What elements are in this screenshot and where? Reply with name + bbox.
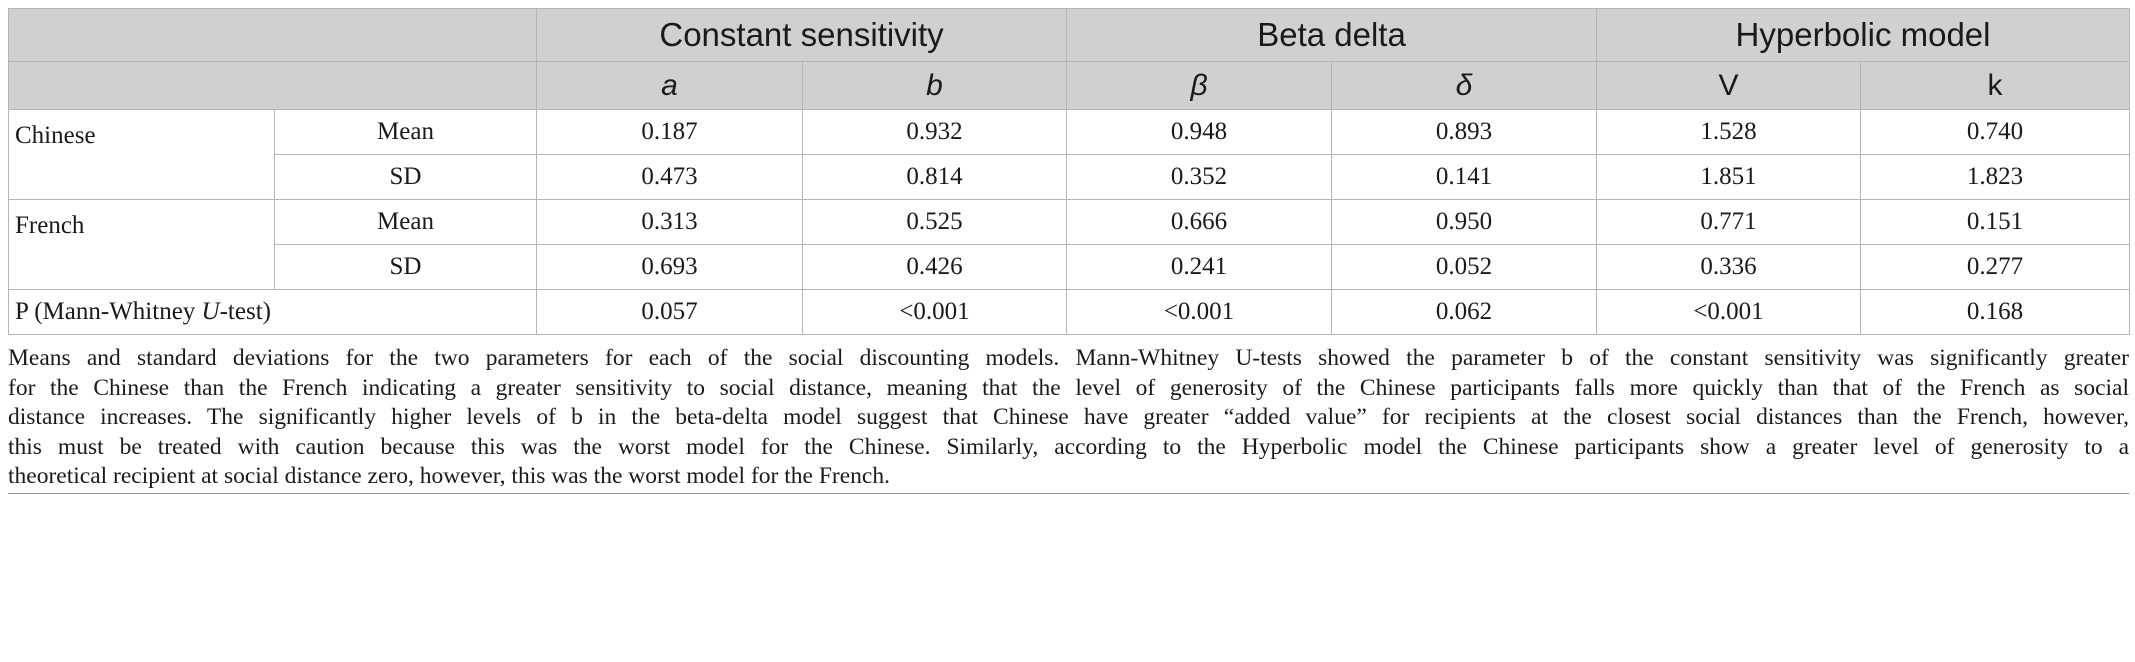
table-cell: 0.151 bbox=[1860, 199, 2131, 245]
caption-line: theoretical recipient at social distance… bbox=[8, 463, 890, 490]
table-cell: 0.426 bbox=[801, 244, 1068, 290]
table-cell: 1.851 bbox=[1596, 154, 1862, 200]
results-table: Constant sensitivity Beta delta Hyperbol… bbox=[8, 8, 2131, 335]
table-cell: 0.666 bbox=[1066, 199, 1333, 245]
table-cell: 0.473 bbox=[536, 154, 803, 200]
table-cell: 0.168 bbox=[1860, 289, 2131, 335]
header-empty-cell-2 bbox=[8, 61, 537, 110]
table-cell: 0.313 bbox=[536, 199, 803, 245]
group-label-french: French bbox=[8, 199, 275, 290]
table-cell: 1.823 bbox=[1860, 154, 2131, 200]
table-cell: 0.057 bbox=[536, 289, 803, 335]
table-cell: 0.814 bbox=[801, 154, 1068, 200]
param-v: V bbox=[1596, 61, 1862, 110]
table-cell: 0.693 bbox=[536, 244, 803, 290]
table-cell: 0.525 bbox=[801, 199, 1068, 245]
header-empty-cell bbox=[8, 8, 537, 62]
caption-line: Means and standard deviations for the tw… bbox=[8, 345, 2129, 371]
table-cell: 0.950 bbox=[1331, 199, 1598, 245]
table-cell: 0.932 bbox=[801, 109, 1068, 155]
param-beta: β bbox=[1066, 61, 1333, 110]
bottom-divider bbox=[8, 493, 2129, 494]
param-k: k bbox=[1860, 61, 2131, 110]
p-label-suffix: -test) bbox=[219, 298, 271, 325]
param-delta: δ bbox=[1331, 61, 1598, 110]
table-row-p-value: P (Mann-Whitney U-test) 0.057 <0.001 <0.… bbox=[8, 289, 2131, 335]
table-cell: 0.948 bbox=[1066, 109, 1333, 155]
caption-line: this must be treated with caution becaus… bbox=[8, 433, 2129, 460]
stat-label: Mean bbox=[274, 199, 537, 245]
stat-label: SD bbox=[274, 154, 537, 200]
table-cell: 0.241 bbox=[1066, 244, 1333, 290]
table-cell: <0.001 bbox=[801, 289, 1068, 335]
header-row-params: a b β δ V k bbox=[8, 61, 2131, 110]
table-cell: 0.771 bbox=[1596, 199, 1862, 245]
header-row-groups: Constant sensitivity Beta delta Hyperbol… bbox=[8, 8, 2131, 62]
table-wrapper: Constant sensitivity Beta delta Hyperbol… bbox=[8, 8, 2131, 335]
table-cell: 1.528 bbox=[1596, 109, 1862, 155]
table-cell: 0.740 bbox=[1860, 109, 2131, 155]
table-cell: 0.277 bbox=[1860, 244, 2131, 290]
group-label-chinese: Chinese bbox=[8, 109, 275, 200]
table-row: Chinese Mean 0.187 0.932 0.948 0.893 1.5… bbox=[8, 109, 2131, 200]
p-label-u: U bbox=[201, 298, 220, 325]
p-label-prefix: P (Mann-Whitney bbox=[15, 298, 202, 325]
table-cell: 0.141 bbox=[1331, 154, 1598, 200]
param-b: b bbox=[801, 61, 1068, 110]
table-cell: 0.352 bbox=[1066, 154, 1333, 200]
table-row: SD 0.693 0.426 0.241 0.052 0.336 0.277 bbox=[9, 244, 2131, 290]
table-cell: <0.001 bbox=[1596, 289, 1862, 335]
stat-label: Mean bbox=[274, 109, 537, 155]
table-row: SD 0.473 0.814 0.352 0.141 1.851 1.823 bbox=[9, 154, 2131, 200]
table-cell: 0.052 bbox=[1331, 244, 1598, 290]
stat-label: SD bbox=[274, 244, 537, 290]
header-beta-delta: Beta delta bbox=[1066, 8, 1598, 62]
table-cell: 0.336 bbox=[1596, 244, 1862, 290]
header-constant-sensitivity: Constant sensitivity bbox=[535, 8, 1068, 62]
header-hyperbolic-model: Hyperbolic model bbox=[1596, 8, 2131, 62]
p-value-label: P (Mann-Whitney U-test) bbox=[8, 289, 537, 335]
table-cell: <0.001 bbox=[1066, 289, 1333, 335]
table-cell: 0.187 bbox=[536, 109, 803, 155]
table-cell: 0.893 bbox=[1331, 109, 1598, 155]
table-caption: Means and standard deviations for the tw… bbox=[8, 344, 2129, 492]
caption-line: for the Chinese than the French indicati… bbox=[8, 374, 2129, 401]
caption-line: distance increases. The significantly hi… bbox=[8, 404, 2129, 431]
param-a: a bbox=[536, 61, 803, 110]
table-row: French Mean 0.313 0.525 0.666 0.950 0.77… bbox=[8, 199, 2131, 290]
table-cell: 0.062 bbox=[1331, 289, 1598, 335]
